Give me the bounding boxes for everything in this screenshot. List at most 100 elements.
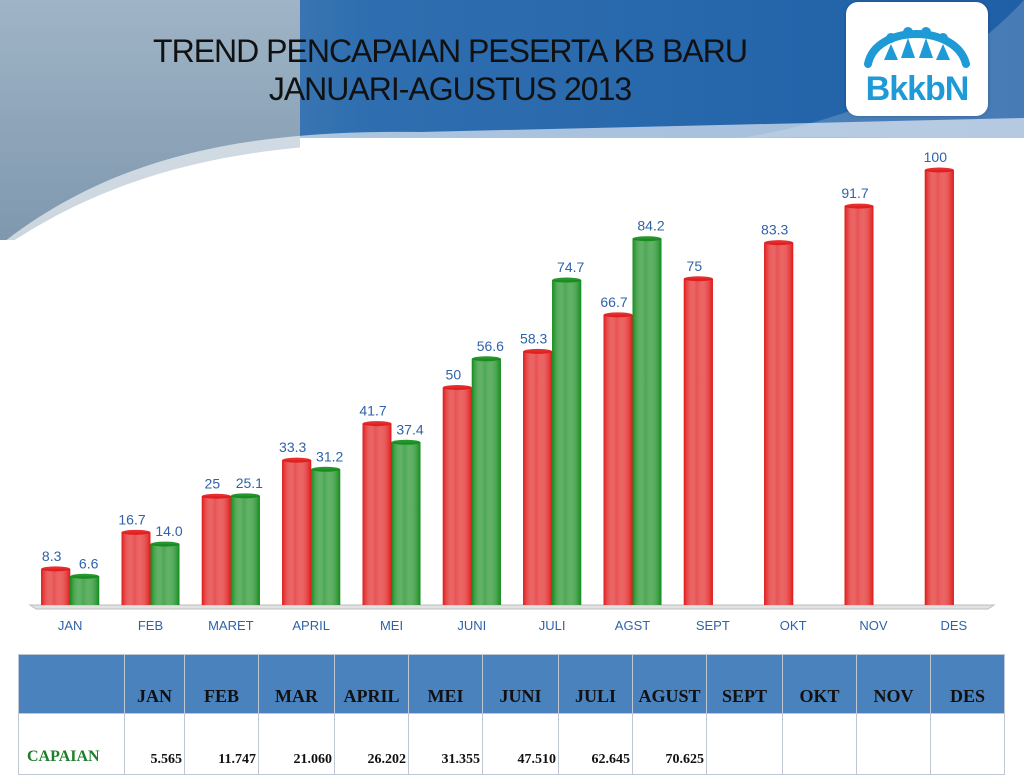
bar-cap-0-1 [121, 529, 151, 535]
data-label: 58.3 [520, 330, 547, 346]
bar-shine-0-1 [121, 532, 151, 605]
table-cell: 31.355 [408, 713, 483, 775]
bar-shine-0-11 [924, 170, 954, 605]
bar-cap-0-10 [844, 203, 874, 209]
table-header-cell: AGUST [632, 654, 707, 714]
bar-cap-0-9 [764, 240, 794, 246]
logo-text: BkkbN [865, 70, 970, 108]
table-header-cell: FEB [184, 654, 259, 714]
x-tick-label: AGST [615, 618, 650, 633]
table-header-cell: JUNI [482, 654, 559, 714]
bar-shine-1-2 [230, 495, 260, 605]
data-label: 31.2 [316, 448, 343, 464]
bar-cap-0-11 [924, 167, 954, 173]
bar-cap-0-6 [523, 348, 553, 354]
bar-cap-1-2 [230, 493, 260, 499]
bar-shine-1-6 [552, 280, 582, 605]
title-line-2: JANUARI-AGUSTUS 2013 [268, 71, 632, 107]
table-header-cell: DES [930, 654, 1005, 714]
bar-shine-1-1 [150, 544, 180, 605]
x-tick-label: JAN [58, 618, 83, 633]
bar-cap-0-4 [362, 421, 392, 427]
bar-shine-0-7 [603, 314, 633, 605]
table-cell: 62.645 [558, 713, 633, 775]
bkkbn-logo: BkkbN [846, 2, 988, 116]
bar-cap-1-7 [632, 236, 662, 242]
bar-cap-0-2 [201, 493, 231, 499]
x-tick-label: JULI [539, 618, 566, 633]
table-header-cell: OKT [782, 654, 857, 714]
bar-shine-1-0 [70, 576, 100, 605]
bar-cap-0-0 [41, 566, 71, 572]
table-header-cell: JULI [558, 654, 633, 714]
table-header-cell: JAN [124, 654, 185, 714]
data-label: 100 [924, 149, 948, 165]
bar-shine-1-4 [391, 442, 421, 605]
table-cell [856, 713, 931, 775]
bar-shine-0-8 [683, 278, 713, 605]
data-label: 50 [446, 367, 462, 383]
data-label: 16.7 [118, 511, 145, 527]
data-label: 74.7 [557, 259, 584, 275]
table-cell [930, 713, 1005, 775]
table-cell: 47.510 [482, 713, 559, 775]
bar-shine-0-0 [41, 568, 71, 605]
table-cell: 11.747 [184, 713, 259, 775]
table-header-cell: SEPT [706, 654, 783, 714]
data-label: 37.4 [396, 421, 423, 437]
table-header-cell: NOV [856, 654, 931, 714]
bar-shine-1-7 [632, 238, 662, 606]
table-header-cell: MEI [408, 654, 483, 714]
x-tick-label: OKT [780, 618, 807, 633]
table-cell: 70.625 [632, 713, 707, 775]
table-cell [782, 713, 857, 775]
slide-title: TREND PENCAPAIAN PESERTA KB BARU JANUARI… [60, 32, 840, 108]
data-label: 8.3 [42, 548, 62, 564]
bar-shine-0-3 [282, 460, 312, 605]
bar-cap-1-6 [552, 277, 582, 283]
table-header-cell: MAR [258, 654, 335, 714]
data-label: 41.7 [359, 403, 386, 419]
table-header-row: JAN FEB MAR APRIL MEI JUNI JULI AGUST SEPT OKT NOV… [18, 654, 1005, 714]
row-label-capaian: CAPAIAN [18, 713, 125, 775]
data-label: 66.7 [600, 294, 627, 310]
data-label: 14.0 [155, 523, 182, 539]
data-label: 56.6 [477, 338, 504, 354]
bar-chart: 8.3 6.6 JAN 16.7 14.0 FEB 25 25.1 MARET 33.3 31.2 A… [28, 149, 996, 633]
bar-shine-0-9 [764, 242, 794, 605]
bar-shine-0-2 [201, 496, 231, 605]
bar-cap-1-4 [391, 439, 421, 445]
bar-shine-0-4 [362, 423, 392, 605]
bar-shine-1-3 [311, 469, 341, 605]
bar-cap-1-5 [471, 356, 501, 362]
chart-floor [28, 604, 996, 610]
x-tick-label: MEI [380, 618, 403, 633]
data-label: 91.7 [841, 185, 868, 201]
bar-shine-0-6 [523, 351, 553, 605]
data-label: 25.1 [236, 475, 263, 491]
x-tick-label: DES [940, 618, 967, 633]
data-label: 75 [687, 258, 703, 274]
bar-cap-0-3 [282, 457, 312, 463]
x-tick-label: NOV [859, 618, 888, 633]
bar-cap-1-1 [150, 541, 180, 547]
bar-cap-0-5 [442, 385, 472, 390]
bar-shine-1-5 [471, 358, 501, 605]
data-label: 25 [205, 475, 221, 491]
bar-cap-1-0 [70, 573, 100, 579]
data-label: 83.3 [761, 222, 788, 238]
data-label: 33.3 [279, 439, 306, 455]
x-tick-label: FEB [138, 618, 163, 633]
data-label: 84.2 [637, 218, 664, 234]
x-tick-label: APRIL [292, 618, 330, 633]
table-header-corner [18, 654, 125, 714]
capaian-table: JAN FEB MAR APRIL MEI JUNI JULI AGUST SEPT OKT NOV… [18, 654, 1005, 775]
table-cell: 26.202 [334, 713, 409, 775]
bar-cap-0-8 [683, 276, 713, 282]
x-tick-label: JUNI [457, 618, 486, 633]
bar-shine-0-5 [442, 387, 472, 605]
table-cell: 5.565 [124, 713, 185, 775]
table-cell [706, 713, 783, 775]
title-line-1: TREND PENCAPAIAN PESERTA KB BARU [153, 33, 748, 69]
x-tick-label: SEPT [696, 618, 730, 633]
